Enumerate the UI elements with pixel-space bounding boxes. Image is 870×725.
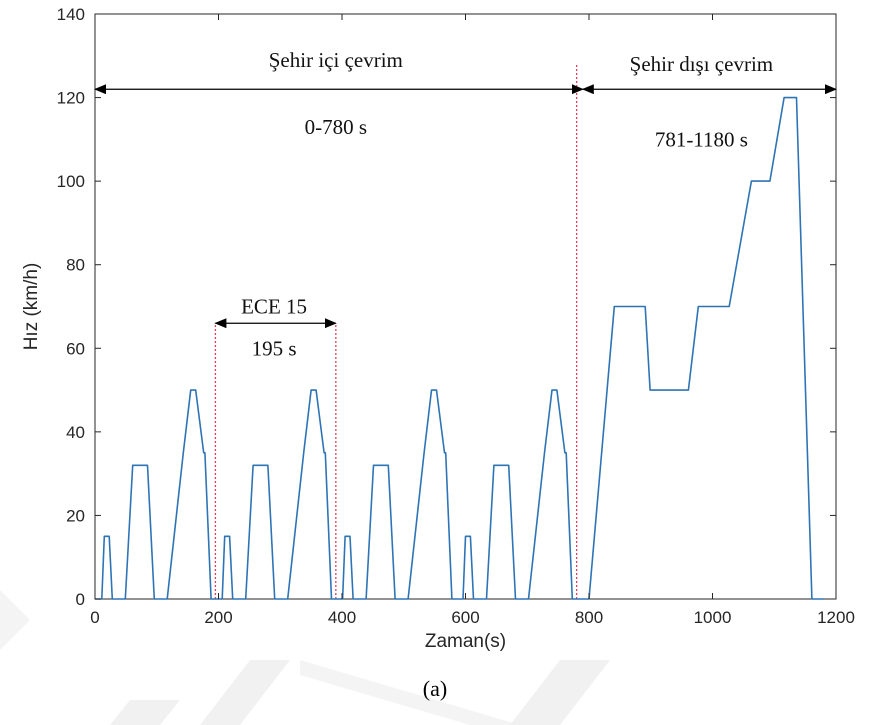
y-tick-label: 140 [57,5,85,24]
x-tick-label: 400 [328,608,356,627]
y-tick-label: 20 [66,506,85,525]
x-tick-label: 600 [451,608,479,627]
annotation-text: 781-1180 s [655,127,748,151]
y-tick-label: 120 [57,89,85,108]
figure-caption: (a) [422,676,448,701]
x-axis-label: Zaman(s) [425,631,506,652]
y-tick-label: 60 [66,339,85,358]
x-tick-label: 800 [575,608,603,627]
x-tick-label: 1000 [694,608,732,627]
axis-ticks: 0 200 400 600 800 1000 1200 0 20 40 60 80 100 120 140 [57,5,855,627]
x-tick-label: 0 [90,608,99,627]
annotations: Şehir içi çevrim 0-780 s Şehir dışı çevrim… [241,48,773,360]
annotation-text: ECE 15 [241,295,307,319]
annotation-text: 0-780 s [305,115,367,139]
series-line [576,96,824,600]
y-axis-label: Hız (km/h) [21,263,42,351]
annotation-arrows [94,84,837,329]
cycle-dividers [214,64,578,599]
y-tick-label: 0 [76,590,85,609]
speed-series [95,96,824,600]
y-tick-label: 100 [57,172,85,191]
annotation-text: 195 s [252,336,297,360]
x-tick-label: 1200 [817,608,855,627]
x-tick-label: 200 [204,608,232,627]
y-tick-label: 40 [66,423,85,442]
series-line [95,389,577,600]
annotation-text: Şehir dışı çevrim [630,52,773,76]
annotation-text: Şehir içi çevrim [269,48,403,72]
y-tick-label: 80 [66,256,85,275]
